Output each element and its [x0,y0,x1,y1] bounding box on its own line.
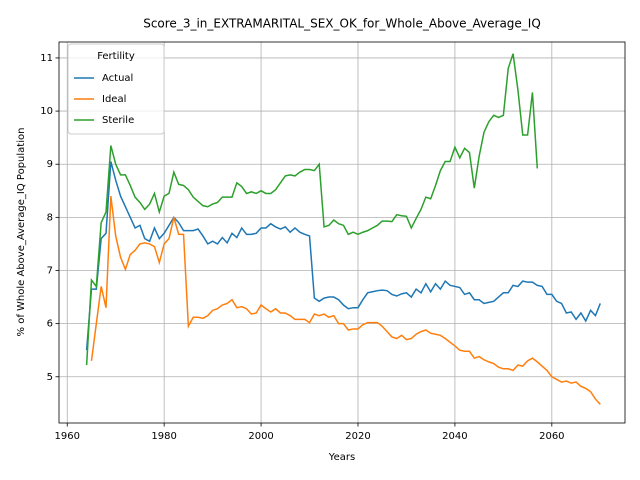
legend-label: Actual [102,73,133,84]
y-tick-label: 8 [47,212,53,223]
x-tick-label: 1960 [55,431,80,442]
legend-title: Fertility [97,51,135,62]
x-tick-label: 1980 [151,431,176,442]
x-tick-label: 2020 [345,431,370,442]
y-tick-label: 7 [47,265,53,276]
y-tick-label: 6 [47,319,53,330]
x-tick-label: 2000 [248,431,273,442]
y-tick-label: 9 [47,159,53,170]
x-axis-label: Years [328,452,355,463]
x-tick-label: 2060 [539,431,564,442]
y-tick-label: 10 [40,106,53,117]
line-series [90,196,601,405]
y-tick-label: 11 [40,53,53,64]
x-tick-label: 2040 [442,431,467,442]
legend-box [67,43,165,135]
chart-title: Score_3_in_EXTRAMARITAL_SEX_OK_for_Whole… [143,17,541,31]
line-series [85,161,601,351]
y-axis-label: % of Whole Above_Average_IQ Population [16,128,27,337]
y-tick-label: 5 [47,372,53,383]
legend-label: Sterile [102,115,134,126]
line-series [85,53,539,366]
legend-label: Ideal [102,94,126,105]
plot-frame [58,41,626,424]
